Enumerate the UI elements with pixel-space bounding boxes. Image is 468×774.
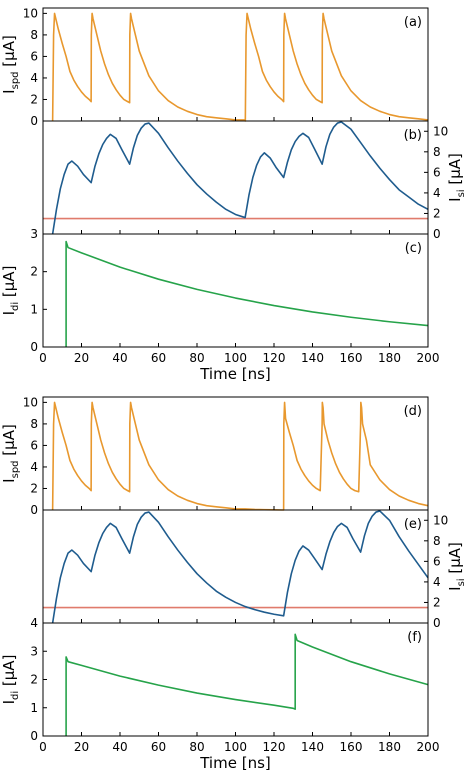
- panel-2-xtick-label-4: 80: [189, 351, 204, 365]
- panel-2-xtick-label-6: 120: [263, 351, 286, 365]
- panel-1-series-si: [51, 121, 429, 235]
- panel-2-ytick-label-3: 3: [30, 227, 38, 241]
- panel-5-ytick-label-2: 2: [30, 673, 38, 687]
- panel-5-ytick-label-1: 1: [30, 701, 38, 715]
- panel-1-ytick-label-5: 10: [433, 124, 448, 138]
- panel-1-ylabel: Isi [μA]: [446, 153, 467, 202]
- panel-0-ytick-label-0: 0: [30, 114, 38, 128]
- panel-5-xtick-label-5: 100: [224, 740, 247, 754]
- panel-4-ytick-label-4: 8: [433, 534, 441, 548]
- panel-c: 0 1 2 3 0 20 40 60 80 100 120 140 160 180 200 Time [ns]…: [0, 227, 439, 383]
- panel-4-ytick-label-1: 2: [433, 595, 441, 609]
- panel-5-xtick-label-6: 120: [263, 740, 286, 754]
- panel-5-ytick-label-3: 3: [30, 644, 38, 658]
- panel-1-ytick-label-0: 0: [433, 227, 441, 241]
- panel-2-xtick-label-0: 0: [39, 351, 47, 365]
- panel-5-xtick-label-9: 180: [378, 740, 401, 754]
- panel-2-letter: (c): [405, 241, 422, 256]
- panel-2-ytick-label-0: 0: [30, 340, 38, 354]
- panel-2-xtick-label-10: 200: [417, 351, 440, 365]
- panel-2-ytick-label-1: 1: [30, 302, 38, 316]
- panel-5-xtick-label-2: 40: [112, 740, 127, 754]
- panel-5-xtick-label-0: 0: [39, 740, 47, 754]
- panel-3-ylabel: Ispd [μA]: [0, 424, 21, 483]
- panel-1-ytick-label-3: 6: [433, 165, 441, 179]
- panel-3-ytick-label-4: 8: [30, 417, 38, 431]
- panel-3-letter: (d): [404, 404, 422, 419]
- panel-3-ytick-label-5: 10: [23, 395, 38, 409]
- panel-5-ylabel: Idi [μA]: [0, 655, 21, 705]
- panel-2-xtick-label-2: 40: [112, 351, 127, 365]
- panel-1-letter: (b): [404, 128, 422, 143]
- panel-4-ytick-label-5: 10: [433, 513, 448, 527]
- panel-2-ylabel: Idi [μA]: [0, 266, 21, 316]
- panel-0-ytick-label-3: 6: [30, 49, 38, 63]
- panel-5-xtick-label-8: 160: [340, 740, 363, 754]
- panel-2-xtick-label-7: 140: [301, 351, 324, 365]
- panel-3-ytick-label-1: 2: [30, 481, 38, 495]
- panel-5-xtick-label-10: 200: [417, 740, 440, 754]
- panel-4-ytick-label-2: 4: [433, 575, 441, 589]
- panel-3-ytick-label-3: 6: [30, 438, 38, 452]
- panel-d: 0 2 4 6 8 10 Ispd [μA] (d): [0, 395, 429, 517]
- panel-2-xtick-label-8: 160: [340, 351, 363, 365]
- panel-5-letter: (f): [407, 630, 422, 645]
- panel-4-series-si: [51, 510, 429, 624]
- panel-2-xtick-label-5: 100: [224, 351, 247, 365]
- panel-1-ytick-label-4: 8: [433, 145, 441, 159]
- panel-5-xlabel: Time [ns]: [199, 754, 271, 772]
- panel-2-xtick-label-9: 180: [378, 351, 401, 365]
- panel-3-ytick-label-2: 4: [30, 460, 38, 474]
- panel-0-ytick-label-5: 10: [23, 6, 38, 20]
- panel-1-ytick-label-2: 4: [433, 186, 441, 200]
- panel-1-frame: [42, 120, 429, 235]
- panel-b: 0 2 4 6 8 10 Isi [μA] (b): [42, 120, 467, 241]
- panel-5-xtick-label-7: 140: [301, 740, 324, 754]
- panel-3-frame: [42, 396, 429, 511]
- panel-2-xtick-label-1: 20: [74, 351, 89, 365]
- panel-5-xtick-label-3: 60: [151, 740, 166, 754]
- panel-5-xtick-label-1: 20: [74, 740, 89, 754]
- panel-2-xlabel: Time [ns]: [199, 365, 271, 383]
- panel-5-ytick-label-4: 4: [30, 616, 38, 630]
- panel-0-ytick-label-4: 8: [30, 28, 38, 42]
- panel-2-xtick-label-3: 60: [151, 351, 166, 365]
- panel-2-frame: [42, 233, 429, 348]
- panel-5-xtick-label-4: 80: [189, 740, 204, 754]
- panel-0-ytick-label-1: 2: [30, 92, 38, 106]
- panel-0-ytick-label-2: 4: [30, 71, 38, 85]
- panel-2-ytick-label-2: 2: [30, 265, 38, 279]
- panel-0-letter: (a): [404, 15, 422, 30]
- panel-0-frame: [42, 7, 429, 122]
- panel-0-ylabel: Ispd [μA]: [0, 35, 21, 94]
- panel-4-ytick-label-0: 0: [433, 616, 441, 630]
- panel-5-frame: [42, 622, 429, 737]
- panel-4-ylabel: Isi [μA]: [446, 542, 467, 591]
- panel-5-series-di: [65, 633, 429, 736]
- panel-5-ytick-label-0: 0: [30, 729, 38, 743]
- panel-3-ytick-label-0: 0: [30, 503, 38, 517]
- panel-4-letter: (e): [404, 517, 422, 532]
- panel-2-series-di: [65, 240, 429, 347]
- panel-4-frame: [42, 509, 429, 624]
- panel-1-ytick-label-1: 2: [433, 206, 441, 220]
- panel-3-series-spd: [51, 401, 429, 511]
- panel-0-series-spd: [51, 12, 429, 122]
- panel-4-ytick-label-3: 6: [433, 554, 441, 568]
- panel-e: 0 2 4 6 8 10 Isi [μA] (e): [42, 509, 467, 630]
- panel-a: 0 2 4 6 8 10 Ispd [μA] (a): [0, 6, 429, 128]
